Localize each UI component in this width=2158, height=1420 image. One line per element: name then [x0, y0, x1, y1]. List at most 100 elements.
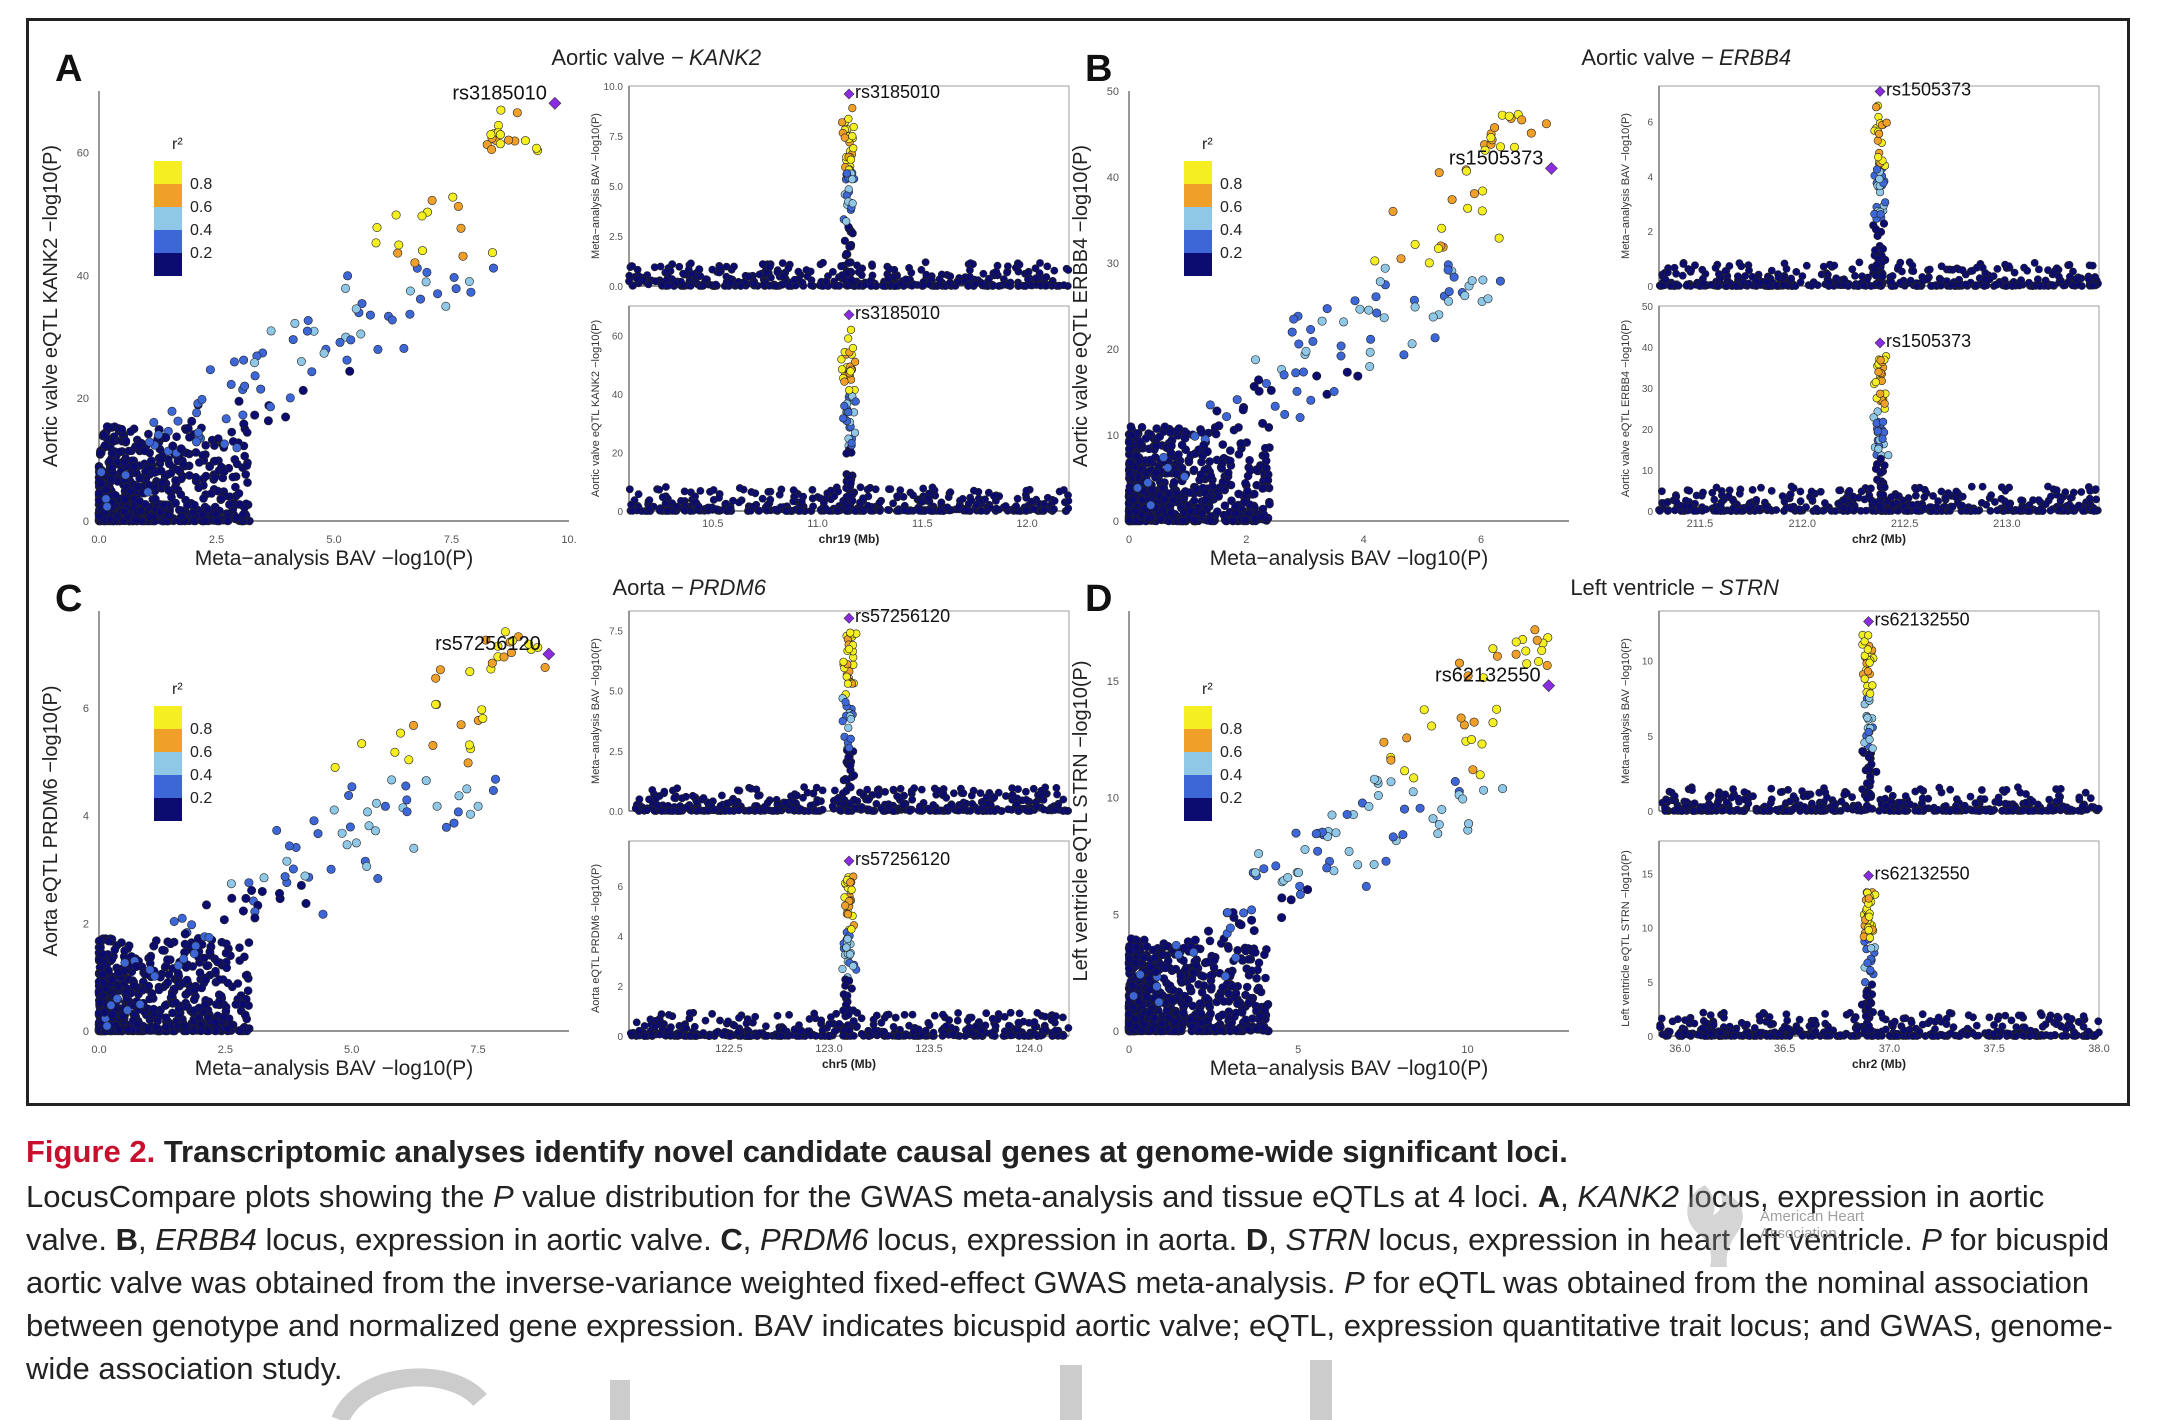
data-point	[205, 365, 215, 375]
data-point	[239, 355, 249, 365]
data-point	[1125, 469, 1135, 478]
locus-lead-label: rs1505373	[1886, 79, 1971, 99]
data-point	[1666, 282, 1675, 290]
locus-y-tick: 2.5	[609, 232, 623, 243]
data-point	[1980, 282, 1989, 290]
data-point	[357, 299, 367, 309]
data-point	[829, 267, 837, 276]
data-point	[94, 511, 104, 521]
panel-title-tissue: Aorta −	[612, 575, 684, 600]
data-point	[1050, 266, 1059, 275]
data-point	[1133, 483, 1143, 493]
data-point	[1807, 281, 1816, 290]
data-point	[496, 105, 506, 115]
data-point	[1469, 189, 1479, 199]
data-point	[844, 334, 853, 343]
data-point	[773, 268, 782, 277]
data-point	[1257, 512, 1266, 521]
data-point	[1050, 496, 1059, 505]
data-point	[203, 504, 212, 514]
data-point	[1252, 480, 1261, 490]
data-point	[1221, 516, 1231, 526]
data-point	[238, 906, 248, 916]
data-point	[1878, 244, 1887, 254]
data-point	[919, 281, 928, 290]
data-point	[1925, 265, 1934, 274]
data-point	[195, 458, 204, 467]
data-point	[169, 916, 179, 926]
data-point	[1185, 488, 1194, 497]
data-point	[778, 280, 787, 289]
data-point	[307, 367, 317, 377]
data-point	[95, 936, 104, 945]
data-point	[1744, 279, 1753, 288]
data-point	[762, 268, 771, 277]
y-tick-label: 10	[1107, 430, 1119, 442]
data-point	[703, 806, 712, 815]
data-point	[1885, 506, 1893, 515]
data-point	[213, 957, 222, 967]
data-point	[107, 475, 116, 484]
data-point	[1222, 412, 1232, 422]
data-point	[1265, 499, 1274, 509]
data-point	[98, 978, 108, 987]
data-point	[655, 485, 664, 494]
data-point	[95, 998, 105, 1007]
data-point	[1236, 439, 1246, 449]
data-point	[1881, 198, 1890, 207]
data-point	[1050, 505, 1058, 514]
data-point	[1467, 276, 1477, 286]
data-point	[217, 494, 226, 504]
data-point	[140, 446, 150, 456]
data-point	[969, 260, 977, 268]
data-point	[235, 1026, 244, 1036]
data-point	[487, 145, 497, 155]
data-point	[735, 806, 743, 815]
data-point	[210, 473, 220, 482]
data-point	[1430, 333, 1440, 343]
data-point	[1059, 281, 1068, 290]
data-point	[107, 955, 117, 964]
data-point	[1375, 277, 1385, 287]
y-tick-label: 0	[1113, 516, 1119, 528]
data-point	[1875, 174, 1884, 184]
data-point	[1779, 281, 1788, 289]
data-point	[1396, 254, 1406, 264]
data-point	[121, 470, 131, 480]
data-point	[110, 945, 120, 955]
data-point	[441, 301, 451, 311]
data-point	[954, 277, 962, 286]
data-point	[1987, 491, 1995, 500]
data-point	[1928, 507, 1936, 515]
data-point	[1040, 505, 1048, 514]
data-point	[1001, 502, 1010, 510]
data-point	[1317, 316, 1327, 326]
data-point	[1214, 492, 1223, 501]
data-point	[1912, 506, 1921, 515]
data-point	[1301, 346, 1311, 356]
data-point	[1807, 487, 1816, 496]
data-point	[1855, 493, 1863, 502]
data-point	[232, 459, 242, 469]
data-point	[1859, 281, 1868, 290]
panel-title-gene: PRDM6	[689, 575, 767, 600]
x-tick-label: 7.5	[470, 1044, 485, 1056]
data-point	[1862, 506, 1870, 515]
data-point	[280, 872, 290, 882]
x-tick-label: 2.5	[209, 534, 224, 546]
data-point	[387, 315, 397, 325]
data-point	[176, 444, 186, 454]
data-point	[850, 428, 860, 437]
data-point	[1722, 282, 1731, 290]
data-point	[1015, 260, 1024, 269]
data-point	[1707, 280, 1715, 289]
data-point	[1872, 260, 1881, 270]
data-point	[512, 108, 522, 118]
data-point	[905, 263, 913, 272]
data-point	[1013, 800, 1021, 808]
data-point	[708, 265, 717, 274]
data-point	[966, 272, 974, 281]
data-point	[166, 939, 175, 949]
data-point	[154, 985, 164, 995]
data-point	[908, 281, 916, 290]
